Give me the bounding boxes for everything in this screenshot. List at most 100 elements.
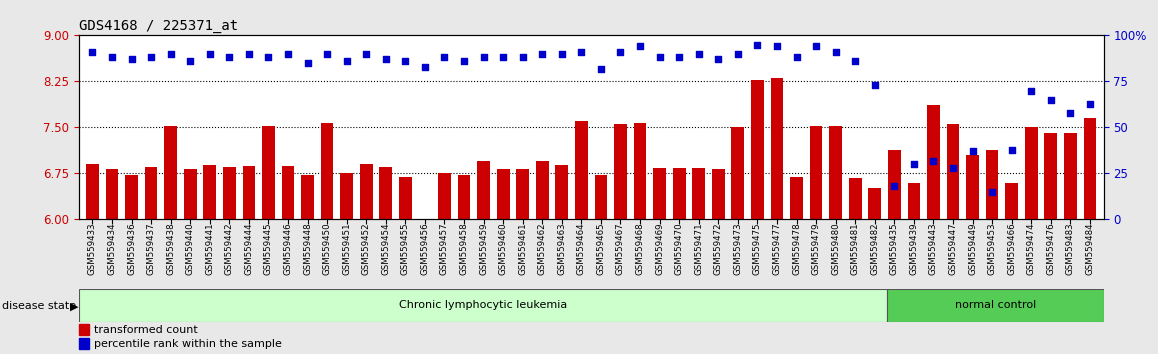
Text: GSM559474: GSM559474 (1027, 223, 1035, 275)
Bar (673, 168, 686, 219)
Text: GSM559448: GSM559448 (303, 223, 312, 275)
Text: GSM559479: GSM559479 (812, 223, 821, 275)
Point (670, 55, 689, 60)
Text: Chronic lymphocytic leukemia: Chronic lymphocytic leukemia (398, 300, 567, 310)
Point (768, 44, 786, 49)
Text: GSM559455: GSM559455 (401, 223, 410, 275)
Text: GSM559452: GSM559452 (361, 223, 371, 275)
Text: GSM559472: GSM559472 (713, 223, 723, 275)
Text: GSM559436: GSM559436 (127, 223, 135, 275)
Text: GSM559461: GSM559461 (519, 223, 527, 275)
Text: GSM559471: GSM559471 (695, 223, 703, 275)
Point (572, 49, 591, 55)
Point (1041, 97, 1060, 103)
Bar (497, 169, 510, 219)
Bar (653, 168, 666, 219)
Text: GSM559470: GSM559470 (675, 223, 683, 275)
Bar (576, 121, 588, 219)
Point (299, 60, 317, 66)
Bar (594, 175, 607, 219)
Point (435, 55, 454, 60)
Text: GSM559433: GSM559433 (88, 223, 97, 275)
Text: GSM559451: GSM559451 (342, 223, 351, 275)
Point (161, 51, 179, 57)
Bar (86, 164, 98, 219)
Text: GSM559481: GSM559481 (851, 223, 859, 275)
Bar (868, 188, 881, 219)
Bar (145, 167, 157, 219)
Text: GSM559466: GSM559466 (1007, 223, 1017, 275)
Point (631, 44, 650, 49)
Point (611, 49, 630, 55)
Point (963, 149, 982, 154)
Text: GSM559442: GSM559442 (225, 223, 234, 275)
Bar (556, 165, 569, 219)
Bar (946, 124, 959, 219)
Bar (829, 126, 842, 219)
Point (220, 55, 239, 60)
Bar (536, 161, 549, 219)
Point (240, 51, 258, 57)
Text: GSM559437: GSM559437 (147, 223, 155, 275)
Bar (360, 164, 373, 219)
Bar (888, 149, 901, 219)
Bar (125, 175, 138, 219)
Point (376, 57, 395, 62)
Bar (281, 166, 294, 219)
Point (1061, 110, 1079, 115)
Bar (712, 169, 725, 219)
Text: GSM559444: GSM559444 (244, 223, 254, 275)
Text: GDS4168 / 225371_at: GDS4168 / 225371_at (79, 19, 237, 33)
Point (651, 55, 669, 60)
Bar (1045, 133, 1057, 219)
Bar (809, 126, 822, 219)
Bar (105, 169, 118, 219)
Point (123, 57, 141, 62)
Text: GSM559484: GSM559484 (1085, 223, 1094, 275)
Text: GSM559439: GSM559439 (909, 223, 918, 275)
Text: GSM559468: GSM559468 (636, 223, 645, 275)
Text: GSM559480: GSM559480 (831, 223, 841, 275)
Bar (752, 80, 764, 219)
Point (181, 58, 199, 64)
Bar (79, 338, 89, 349)
Bar (732, 127, 745, 219)
Point (396, 58, 415, 64)
Text: GSM559447: GSM559447 (948, 223, 958, 275)
Bar (908, 183, 921, 219)
Point (748, 42, 767, 47)
Bar (301, 175, 314, 219)
Bar (516, 169, 529, 219)
Bar (340, 173, 353, 219)
Text: GSM559460: GSM559460 (499, 223, 507, 275)
Point (983, 189, 1002, 195)
Text: GSM559445: GSM559445 (264, 223, 273, 275)
Point (865, 82, 884, 88)
Bar (614, 124, 626, 219)
Bar (184, 169, 197, 219)
Point (83, 49, 102, 55)
Point (592, 66, 610, 72)
Point (689, 51, 708, 57)
Text: GSM559438: GSM559438 (166, 223, 175, 275)
Text: normal control: normal control (954, 300, 1035, 310)
Text: GSM559482: GSM559482 (871, 223, 879, 275)
Point (259, 55, 278, 60)
Point (279, 51, 298, 57)
Point (885, 183, 903, 189)
Text: GSM559453: GSM559453 (988, 223, 997, 275)
Point (709, 57, 727, 62)
Bar (849, 178, 862, 219)
Text: GSM559457: GSM559457 (440, 223, 449, 275)
Text: transformed count: transformed count (94, 325, 198, 335)
Point (827, 49, 845, 55)
Bar (79, 289, 887, 322)
Text: GSM559476: GSM559476 (1047, 223, 1055, 275)
Point (317, 51, 336, 57)
Point (103, 55, 122, 60)
Point (455, 58, 474, 64)
Bar (380, 167, 393, 219)
Point (1023, 88, 1041, 93)
Bar (928, 105, 940, 219)
Point (552, 51, 571, 57)
